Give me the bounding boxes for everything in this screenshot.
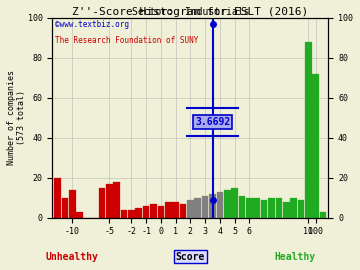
Bar xyxy=(320,212,327,218)
Title: Z''-Score Histogram for ESLT (2016): Z''-Score Histogram for ESLT (2016) xyxy=(72,7,309,17)
Bar xyxy=(276,198,282,218)
Text: Unhealthy: Unhealthy xyxy=(45,252,98,262)
Bar xyxy=(209,194,216,218)
Bar xyxy=(106,184,113,218)
Bar xyxy=(283,202,289,218)
Text: The Research Foundation of SUNY: The Research Foundation of SUNY xyxy=(55,36,199,45)
Bar xyxy=(231,188,238,218)
Bar xyxy=(76,212,83,218)
Bar xyxy=(202,196,208,218)
Bar xyxy=(150,204,157,218)
Bar xyxy=(312,74,319,218)
Bar xyxy=(128,210,135,218)
Bar xyxy=(165,202,172,218)
Bar xyxy=(113,182,120,218)
Bar xyxy=(268,198,275,218)
Bar xyxy=(172,202,179,218)
Bar xyxy=(180,204,186,218)
Bar xyxy=(62,198,68,218)
Bar xyxy=(217,192,223,218)
Bar xyxy=(246,198,253,218)
Bar xyxy=(194,198,201,218)
Bar xyxy=(99,188,105,218)
Text: Score: Score xyxy=(176,252,205,262)
Text: Healthy: Healthy xyxy=(275,252,316,262)
Y-axis label: Number of companies
(573 total): Number of companies (573 total) xyxy=(7,70,26,165)
Bar xyxy=(143,206,149,218)
Bar xyxy=(69,190,76,218)
Bar xyxy=(158,206,164,218)
Bar xyxy=(135,208,142,218)
Bar xyxy=(298,200,304,218)
Bar xyxy=(291,198,297,218)
Text: 3.6692: 3.6692 xyxy=(195,117,230,127)
Bar xyxy=(261,200,267,218)
Bar xyxy=(305,42,312,218)
Bar xyxy=(253,198,260,218)
Bar xyxy=(187,200,194,218)
Text: Sector:  Industrials: Sector: Industrials xyxy=(132,7,249,17)
Bar xyxy=(121,210,127,218)
Text: ©www.textbiz.org: ©www.textbiz.org xyxy=(55,20,129,29)
Bar xyxy=(239,196,246,218)
Bar xyxy=(224,190,231,218)
Bar xyxy=(54,178,61,218)
